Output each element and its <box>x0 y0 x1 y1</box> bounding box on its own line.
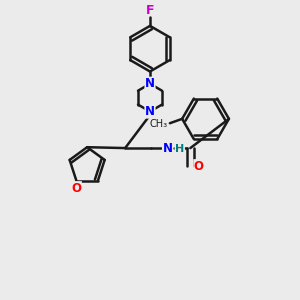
Text: N: N <box>145 77 155 90</box>
Text: O: O <box>71 182 81 195</box>
Text: O: O <box>194 160 204 173</box>
Text: F: F <box>146 4 154 16</box>
Text: H: H <box>175 144 184 154</box>
Text: N: N <box>145 105 155 118</box>
Text: CH₃: CH₃ <box>149 119 167 129</box>
Text: N: N <box>163 142 172 154</box>
